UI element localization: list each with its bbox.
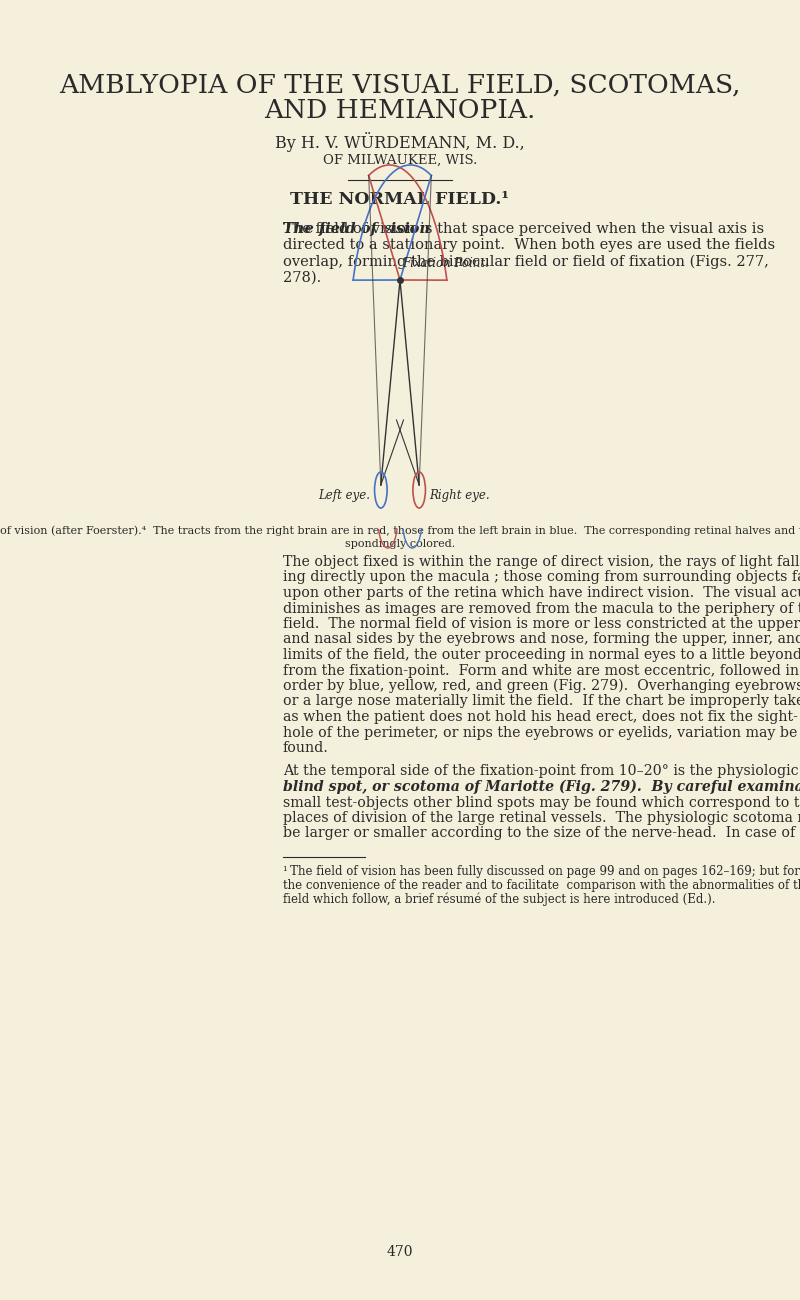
Text: field which follow, a brief résumé of the subject is here introduced (Ed.).: field which follow, a brief résumé of th… (283, 892, 715, 906)
Text: The field of vision is that space perceived when the visual axis is directed to : The field of vision is that space percei… (283, 222, 775, 285)
Text: from the fixation-point.  Form and white are most eccentric, followed in: from the fixation-point. Form and white … (283, 663, 799, 677)
Text: places of division of the large retinal vessels.  The physiologic scotoma may: places of division of the large retinal … (283, 811, 800, 826)
Text: field.  The normal field of vision is more or less constricted at the upper: field. The normal field of vision is mor… (283, 618, 800, 630)
Text: small test-objects other blind spots may be found which correspond to the: small test-objects other blind spots may… (283, 796, 800, 810)
Text: OF MILWAUKEE, WIS.: OF MILWAUKEE, WIS. (323, 153, 477, 166)
Text: Right eye.: Right eye. (430, 489, 490, 502)
Text: order by blue, yellow, red, and green (Fig. 279).  Overhanging eyebrows: order by blue, yellow, red, and green (F… (283, 679, 800, 693)
Text: THE NORMAL FIELD.¹: THE NORMAL FIELD.¹ (290, 191, 510, 208)
Text: Fixation Point.: Fixation Point. (402, 257, 489, 270)
Text: as when the patient does not hold his head erect, does not fix the sight-: as when the patient does not hold his he… (283, 710, 798, 724)
Text: spondingly colored.: spondingly colored. (345, 540, 455, 549)
Text: By H. V. WÜRDEMANN, M. D.,: By H. V. WÜRDEMANN, M. D., (275, 133, 525, 152)
Text: upon other parts of the retina which have indirect vision.  The visual acuity: upon other parts of the retina which hav… (283, 586, 800, 601)
Text: be larger or smaller according to the size of the nerve-head.  In case of con-: be larger or smaller according to the si… (283, 827, 800, 841)
Text: AND HEMIANOPIA.: AND HEMIANOPIA. (264, 98, 536, 122)
Text: AMBLYOPIA OF THE VISUAL FIELD, SCOTOMAS,: AMBLYOPIA OF THE VISUAL FIELD, SCOTOMAS, (59, 73, 741, 98)
Text: At the temporal side of the fixation-point from 10–20° is the physiologic: At the temporal side of the fixation-poi… (283, 764, 798, 779)
Text: or a large nose materially limit the field.  If the chart be improperly taken,: or a large nose materially limit the fie… (283, 694, 800, 709)
Text: 470: 470 (386, 1245, 414, 1258)
Text: The field of vision: The field of vision (283, 222, 430, 237)
Text: found.: found. (283, 741, 329, 755)
Text: diminishes as images are removed from the macula to the periphery of the: diminishes as images are removed from th… (283, 602, 800, 615)
Text: Fig. 277.—The binocular field of vision (after Foerster).⁴  The tracts from the : Fig. 277.—The binocular field of vision … (0, 525, 800, 536)
Text: ing directly upon the macula ; those coming from surrounding objects fall: ing directly upon the macula ; those com… (283, 571, 800, 585)
Text: hole of the perimeter, or nips the eyebrows or eyelids, variation may be: hole of the perimeter, or nips the eyebr… (283, 725, 798, 740)
Text: the convenience of the reader and to facilitate  comparison with the abnormaliti: the convenience of the reader and to fac… (283, 879, 800, 892)
Text: blind spot, or scotoma of Mariotte (Fig. 279).  By careful examination with very: blind spot, or scotoma of Mariotte (Fig.… (283, 780, 800, 794)
Text: limits of the field, the outer proceeding in normal eyes to a little beyond 90°: limits of the field, the outer proceedin… (283, 647, 800, 662)
Text: ¹ The field of vision has been fully discussed on page 99 and on pages 162–169; : ¹ The field of vision has been fully dis… (283, 864, 800, 878)
Text: and nasal sides by the eyebrows and nose, forming the upper, inner, and lower: and nasal sides by the eyebrows and nose… (283, 633, 800, 646)
Text: The object fixed is within the range of direct vision, the rays of light fall-: The object fixed is within the range of … (283, 555, 800, 569)
Text: Left eye.: Left eye. (318, 489, 370, 502)
